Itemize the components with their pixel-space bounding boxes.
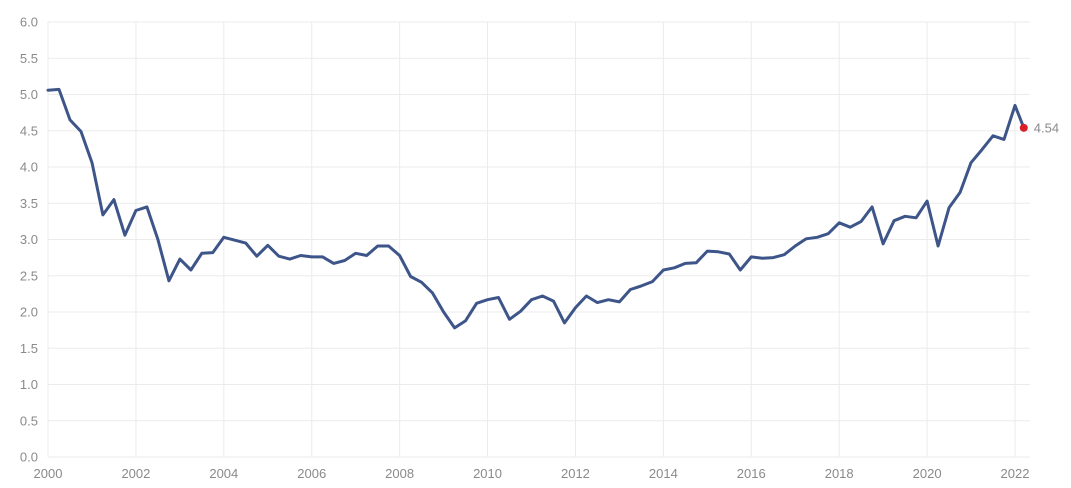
y-tick-label: 6.0 [20, 15, 38, 30]
y-tick-label: 2.5 [20, 268, 38, 283]
y-axis-tick-labels: 0.0 0.5 1.0 1.5 2.0 2.5 3.0 3.5 4.0 4.5 5.0 5.5 6.0 [20, 15, 38, 465]
y-tick-label: 1.5 [20, 341, 38, 356]
y-tick-label: 0.5 [20, 413, 38, 428]
x-tick-label: 2022 [1001, 466, 1030, 481]
last-value-label: 4.54 [1034, 120, 1059, 135]
x-tick-label: 2000 [34, 466, 63, 481]
y-tick-label: 4.0 [20, 160, 38, 175]
x-tick-label: 2004 [209, 466, 238, 481]
x-tick-label: 2002 [121, 466, 150, 481]
x-tick-label: 2012 [561, 466, 590, 481]
last-value-marker [1019, 123, 1028, 132]
x-tick-label: 2010 [473, 466, 502, 481]
y-tick-label: 1.0 [20, 377, 38, 392]
series-line [46, 87, 1026, 330]
y-tick-label: 2.0 [20, 305, 38, 320]
x-tick-label: 2006 [297, 466, 326, 481]
y-tick-label: 5.0 [20, 87, 38, 102]
y-gridlines [48, 21, 1030, 458]
y-tick-label: 5.5 [20, 51, 38, 66]
x-gridlines [47, 22, 1016, 457]
y-tick-label: 4.5 [20, 123, 38, 138]
x-axis-tick-labels: 2000 2002 2004 2006 2008 2010 2012 2014 2016 2018… [34, 466, 1030, 481]
x-tick-label: 2018 [825, 466, 854, 481]
x-tick-label: 2014 [649, 466, 678, 481]
x-tick-label: 2016 [737, 466, 766, 481]
y-tick-label: 3.5 [20, 196, 38, 211]
x-tick-label: 2020 [913, 466, 942, 481]
x-tick-label: 2008 [385, 466, 414, 481]
y-tick-label: 0.0 [20, 450, 38, 465]
y-tick-label: 3.0 [20, 232, 38, 247]
